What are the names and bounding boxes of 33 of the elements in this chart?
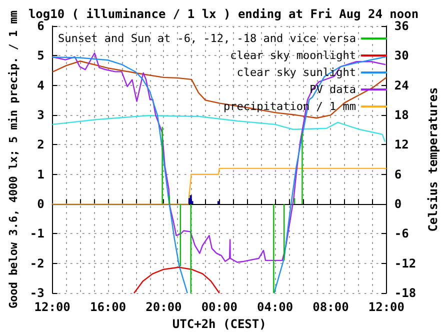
y2-tick-label: 36 (394, 19, 409, 33)
legend-label: clear sky moonlight (230, 49, 356, 62)
y2-tick-label: 12 (394, 138, 409, 152)
y-tick-label: 3 (37, 108, 44, 122)
y-tick-label: 6 (37, 19, 44, 33)
y2-axis-title: Celsius temperatures (426, 87, 440, 232)
y-tick-label: -1 (30, 226, 44, 241)
y2-tick-label: 18 (394, 108, 409, 122)
y-axis-title: Good below 3.6, 4000 lx; 5 min precip. / 1 mm (7, 10, 20, 309)
x-tick-label: 12:00 (34, 300, 70, 314)
y2-tick-label: 0 (394, 197, 402, 212)
chart-title: log10 ( illuminance / 1 lx ) ending at Fri Aug 24 noon (28, 7, 419, 21)
legend-label: Sunset and Sun at -6, -12, -18 and vice versa (58, 32, 356, 45)
y2-tick-label: -12 (394, 256, 416, 270)
y-tick-label: 5 (37, 48, 44, 63)
y2-tick-label: -6 (394, 226, 409, 241)
x-tick-label: 08:00 (312, 300, 349, 314)
y-tick-label: 1 (37, 167, 44, 182)
x-tick-label: 16:00 (90, 300, 126, 314)
x-axis-title: UTC+2h (CEST) (172, 317, 266, 331)
x-tick-label: 04:00 (257, 300, 294, 314)
x-tick-label: 20:00 (146, 300, 182, 314)
y2-tick-label: 24 (394, 78, 409, 92)
y-tick-label: 2 (37, 138, 44, 152)
y2-tick-label: -18 (394, 286, 416, 300)
y2-tick-label: 30 (394, 48, 409, 63)
y-tick-label: 4 (37, 78, 44, 92)
y-tick-label: -2 (30, 256, 44, 270)
y-tick-label: -3 (30, 286, 44, 300)
x-tick-label: 12:00 (368, 300, 404, 314)
y-tick-label: 0 (37, 197, 44, 212)
x-tick-label: 00:00 (201, 300, 238, 314)
y2-tick-label: 6 (394, 167, 402, 182)
